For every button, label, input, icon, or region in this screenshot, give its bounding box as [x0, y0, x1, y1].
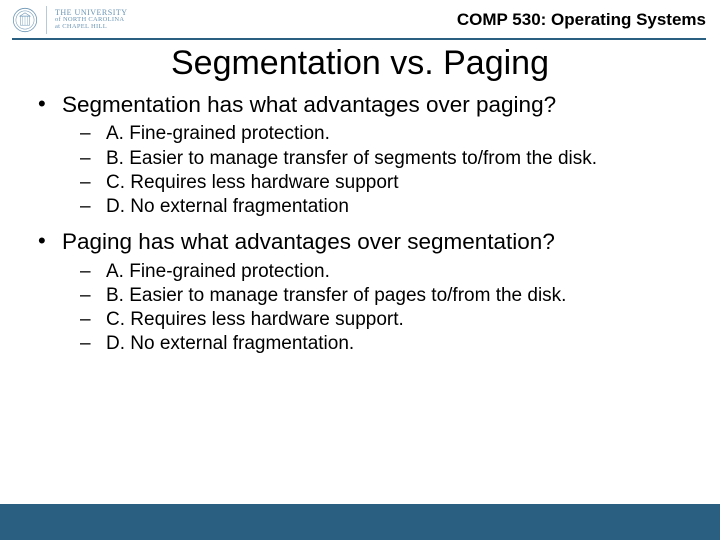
list-item: C. Requires less hardware support.: [62, 308, 690, 331]
list-item: A. Fine-grained protection.: [62, 260, 690, 283]
institution-logo-block: THE UNIVERSITY of NORTH CAROLINA at CHAP…: [12, 6, 128, 34]
course-title: COMP 530: Operating Systems: [457, 10, 706, 30]
sub-bullet-text: B. Easier to manage transfer of pages to…: [106, 285, 566, 306]
sub-bullet-list: A. Fine-grained protection. B. Easier to…: [62, 122, 690, 218]
sub-bullet-text: B. Easier to manage transfer of segments…: [106, 148, 597, 169]
sub-bullet-text: A. Fine-grained protection.: [106, 261, 330, 282]
institution-line3: at CHAPEL HILL: [55, 24, 128, 31]
sub-bullet-text: D. No external fragmentation: [106, 196, 349, 217]
list-item: Paging has what advantages over segmenta…: [28, 228, 690, 355]
sub-bullet-list: A. Fine-grained protection. B. Easier to…: [62, 260, 690, 356]
slide-content: Segmentation has what advantages over pa…: [0, 91, 720, 540]
bullet-text: Paging has what advantages over segmenta…: [62, 229, 555, 254]
sub-bullet-text: C. Requires less hardware support.: [106, 309, 404, 330]
bullet-text: Segmentation has what advantages over pa…: [62, 92, 556, 117]
list-item: A. Fine-grained protection.: [62, 122, 690, 145]
sub-bullet-text: C. Requires less hardware support: [106, 172, 399, 193]
list-item: Segmentation has what advantages over pa…: [28, 91, 690, 218]
unc-seal-icon: [12, 7, 38, 33]
list-item: D. No external fragmentation: [62, 195, 690, 218]
bullet-list: Segmentation has what advantages over pa…: [28, 91, 690, 355]
slide: THE UNIVERSITY of NORTH CAROLINA at CHAP…: [0, 0, 720, 540]
sub-bullet-text: D. No external fragmentation.: [106, 333, 354, 354]
footer-bar: [0, 504, 720, 540]
list-item: B. Easier to manage transfer of pages to…: [62, 284, 690, 307]
list-item: D. No external fragmentation.: [62, 332, 690, 355]
header-rule: [12, 38, 706, 40]
slide-title: Segmentation vs. Paging: [0, 44, 720, 83]
slide-header: THE UNIVERSITY of NORTH CAROLINA at CHAP…: [0, 0, 720, 38]
sub-bullet-text: A. Fine-grained protection.: [106, 123, 330, 144]
institution-name: THE UNIVERSITY of NORTH CAROLINA at CHAP…: [55, 9, 128, 31]
logo-divider: [46, 6, 47, 34]
list-item: C. Requires less hardware support: [62, 171, 690, 194]
list-item: B. Easier to manage transfer of segments…: [62, 147, 690, 170]
